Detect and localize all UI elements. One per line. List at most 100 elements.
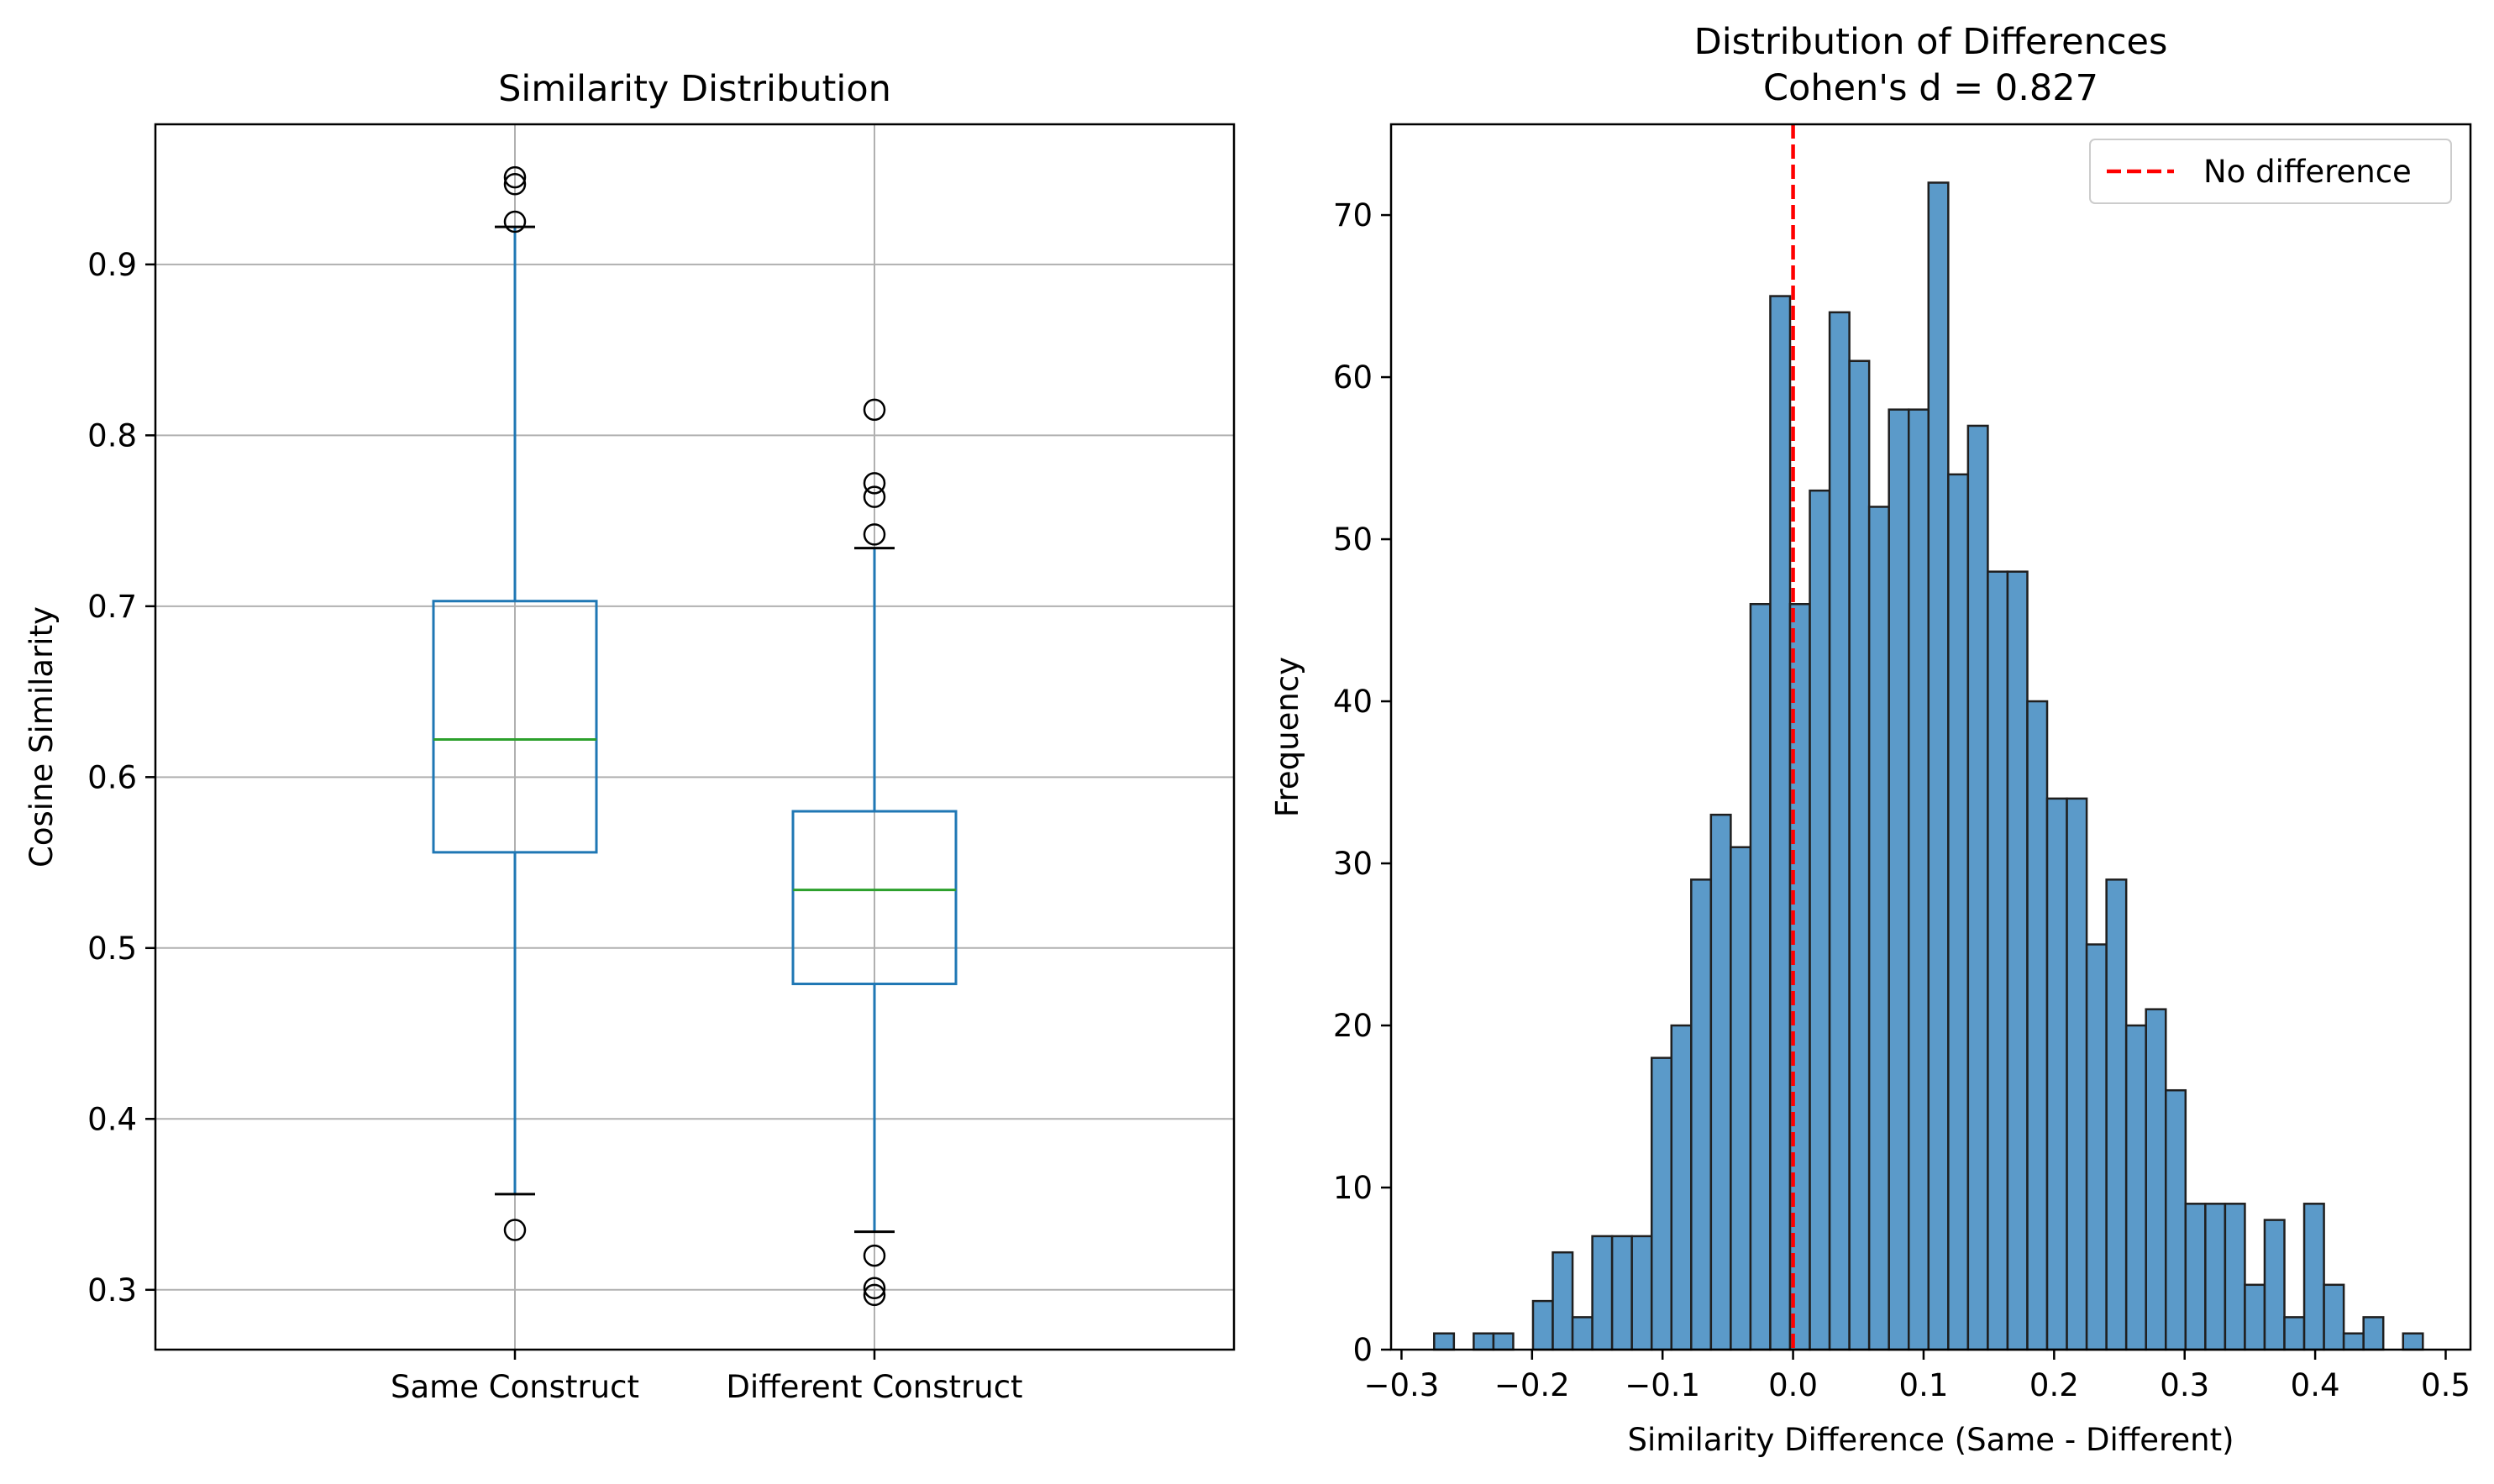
x-tick-label: 0.0 [1768, 1367, 1818, 1403]
box-plot-y-ticks: 0.3 0.4 0.5 0.6 0.7 0.8 0.9 [87, 247, 155, 1308]
histogram-bar [1848, 359, 1871, 1351]
outlier-point [863, 398, 886, 422]
histogram-bar [1828, 311, 1851, 1351]
histogram-bar [1809, 489, 1831, 1351]
outlier-point [863, 485, 886, 508]
histogram-title: Distribution of Differences [1694, 21, 2168, 63]
histogram-bar [2204, 1203, 2227, 1351]
histogram-bar [2342, 1332, 2365, 1351]
iqr-box [432, 600, 598, 854]
histogram-bar [2105, 878, 2128, 1351]
x-tick-label: −0.2 [1494, 1367, 1570, 1403]
histogram-bar [1571, 1316, 1594, 1351]
histogram-bar [1591, 1235, 1614, 1351]
histogram-bar [1433, 1332, 1456, 1351]
histogram-subtitle: Cohen's d = 0.827 [1763, 67, 2098, 109]
box-plot-x-ticks: Same Construct Different Construct [391, 1350, 1023, 1405]
x-tick-label: 0.1 [1899, 1367, 1949, 1403]
histogram-bar [1987, 570, 2009, 1351]
y-tick-label: 0.5 [87, 931, 137, 967]
histogram-x-ticks: −0.3 −0.2 −0.1 0.0 0.1 0.2 0.3 0.4 0.5 [1364, 1350, 2470, 1403]
y-tick-label: 10 [1333, 1170, 1373, 1206]
outlier-point [503, 1219, 527, 1241]
histogram-bars [1433, 181, 2424, 1351]
histogram-bar [1650, 1057, 1673, 1351]
histogram-bar [1749, 602, 1772, 1351]
histogram-bar [1769, 295, 1792, 1351]
x-tick-label: Different Construct [726, 1369, 1022, 1405]
histogram-legend: No difference [2089, 139, 2452, 204]
outlier-point [863, 1277, 886, 1299]
outlier-point [503, 172, 527, 196]
histogram-panel: 0 10 20 30 40 50 60 70 −0.3 −0.2 −0.1 0.0 0.1 0.2 0.3… [1269, 21, 2472, 1458]
histogram-bar [2145, 1008, 2167, 1351]
x-tick-label: 0.4 [2291, 1367, 2340, 1403]
histogram-y-ticks: 0 10 20 30 40 50 60 70 [1333, 197, 1391, 1368]
histogram-bar [1966, 424, 1989, 1351]
histogram-bar [2184, 1203, 2207, 1351]
x-tick-label: Same Construct [391, 1369, 639, 1405]
histogram-bar [2362, 1316, 2385, 1351]
y-tick-label: 40 [1333, 684, 1373, 720]
y-tick-label: 20 [1333, 1008, 1373, 1044]
outlier-point [863, 523, 886, 546]
x-tick-label: 0.5 [2421, 1367, 2470, 1403]
iqr-box [791, 810, 958, 986]
histogram-bar [2165, 1088, 2187, 1351]
histogram-bar [2066, 797, 2088, 1351]
histogram-bar [2224, 1203, 2246, 1351]
y-tick-label: 0.3 [87, 1272, 137, 1308]
outlier-point [503, 165, 527, 189]
histogram-bar [2263, 1219, 2286, 1351]
y-tick-label: 0.4 [87, 1101, 137, 1137]
histogram-bar [1867, 506, 1890, 1351]
histogram-bar [1630, 1235, 1653, 1351]
histogram-bar [1927, 181, 1950, 1351]
legend-label-no-difference: No difference [2203, 154, 2412, 190]
histogram-bar [2283, 1316, 2306, 1351]
y-tick-label: 0 [1352, 1332, 1373, 1368]
histogram-bar [1552, 1251, 1574, 1351]
x-tick-label: −0.3 [1364, 1367, 1440, 1403]
histogram-bar [1730, 846, 1752, 1351]
x-tick-label: −0.1 [1625, 1367, 1700, 1403]
outlier-point [863, 1244, 886, 1267]
y-tick-label: 60 [1333, 359, 1373, 396]
histogram-bar [1492, 1332, 1515, 1351]
box-plot-axes-frame [154, 123, 1236, 1351]
histogram-bar [1907, 408, 1930, 1351]
histogram-bar [1888, 408, 1910, 1351]
outlier-point [863, 472, 886, 495]
histogram-bar [1610, 1235, 1633, 1351]
histogram-bar [2006, 570, 2029, 1351]
y-tick-label: 0.8 [87, 417, 137, 454]
y-tick-label: 70 [1333, 197, 1373, 233]
x-tick-label: 0.2 [2029, 1367, 2079, 1403]
histogram-bar [2026, 700, 2049, 1351]
y-tick-label: 0.6 [87, 759, 137, 795]
outlier-point [503, 210, 527, 233]
histogram-axes-frame [1389, 123, 2472, 1351]
box-plot-title: Similarity Distribution [498, 68, 891, 110]
y-tick-label: 0.7 [87, 589, 137, 625]
histogram-bar [2244, 1283, 2266, 1351]
histogram-y-axis-label: Frequency [1269, 657, 1305, 817]
box-plot-panel: 0.3 0.4 0.5 0.6 0.7 0.8 0.9 Same Construct Diff… [24, 68, 1236, 1405]
histogram-bar [2124, 1024, 2147, 1351]
box-plot-y-axis-label: Cosine Similarity [24, 606, 60, 868]
box-plot-boxes [432, 165, 958, 1307]
histogram-bar [2323, 1283, 2345, 1351]
histogram-bar [2045, 797, 2068, 1351]
histogram-bar [2402, 1332, 2424, 1351]
histogram-bar [1473, 1332, 1495, 1351]
histogram-bar [1670, 1024, 1693, 1351]
y-tick-label: 50 [1333, 522, 1373, 558]
histogram-bar [1947, 473, 1970, 1351]
histogram-bar [1709, 813, 1732, 1351]
y-tick-label: 0.9 [87, 247, 137, 283]
histogram-x-axis-label: Similarity Difference (Same - Different) [1627, 1422, 2234, 1458]
box-plot-gridlines [155, 124, 1234, 1350]
outlier-point [863, 1283, 886, 1307]
histogram-bar [1690, 878, 1713, 1351]
